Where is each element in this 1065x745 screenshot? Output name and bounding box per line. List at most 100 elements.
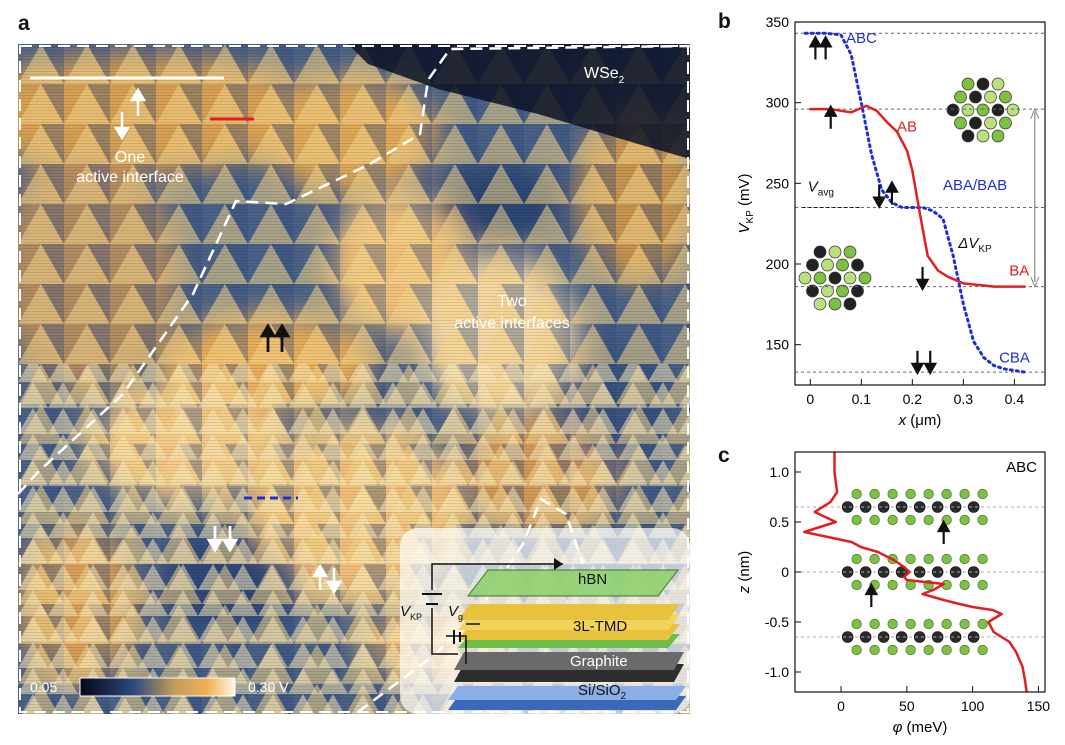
arrow-aba-down bbox=[872, 184, 887, 209]
ytick-label-b-3: 300 bbox=[766, 95, 790, 111]
lattice-atom bbox=[798, 271, 812, 285]
lattice-atom bbox=[851, 258, 864, 272]
layer-chalcogen-atom bbox=[977, 553, 988, 565]
vg-label: Vg bbox=[448, 603, 463, 622]
ytick-label-c-1: -0.5 bbox=[765, 614, 789, 630]
layer-chalcogen-atom bbox=[923, 553, 934, 565]
layer-chalcogen-atom bbox=[923, 488, 934, 500]
arrow-c-upper bbox=[936, 519, 951, 544]
layer-chalcogen-atom bbox=[851, 644, 862, 656]
ytick-label-b-2: 250 bbox=[766, 175, 790, 191]
arrow-ab bbox=[823, 104, 838, 129]
layer-chalcogen-atom bbox=[959, 644, 970, 656]
layer-chalcogen-atom bbox=[851, 514, 862, 526]
lattice-atom bbox=[946, 103, 960, 117]
lattice-atom bbox=[813, 297, 827, 311]
one-interface-line2: active interface bbox=[76, 169, 184, 186]
lattice-atom bbox=[991, 129, 1005, 143]
layer-chalcogen-atom bbox=[869, 514, 880, 526]
colorbar-min: 0.05 bbox=[30, 679, 57, 695]
graphite-label: Graphite bbox=[570, 653, 628, 670]
colorbar bbox=[79, 677, 236, 697]
layer-metal-atom bbox=[841, 631, 854, 643]
layer-metal-atom bbox=[949, 501, 962, 513]
layer-chalcogen-atom bbox=[941, 488, 952, 500]
lattice-atom bbox=[821, 284, 834, 298]
arrow-ba bbox=[915, 266, 930, 292]
lattice-atom bbox=[836, 258, 849, 272]
lattice-atom bbox=[984, 90, 997, 104]
series-b-0 bbox=[803, 31, 1027, 374]
arrow-c-lower bbox=[864, 582, 879, 607]
layer-chalcogen-atom bbox=[905, 514, 916, 526]
si-label: Si/SiO2 bbox=[578, 682, 627, 702]
arrow-aba-up bbox=[885, 180, 899, 205]
layer-chalcogen-atom bbox=[959, 618, 970, 630]
lattice-atom bbox=[843, 297, 857, 311]
xtick-label-b-4: 0.4 bbox=[1005, 391, 1025, 407]
tmd-label: 3L-TMD bbox=[573, 618, 627, 635]
layer-metal-atom bbox=[913, 566, 926, 578]
layer-metal-atom bbox=[877, 631, 890, 643]
two-interfaces-line2: active interfaces bbox=[454, 315, 570, 332]
lattice-atom bbox=[828, 297, 842, 311]
device-stack-inset: hBN 3L-TMD Graphite Si/SiO2 VKP Vg bbox=[400, 528, 690, 714]
lattice-atom bbox=[976, 129, 990, 143]
layer-chalcogen-atom bbox=[905, 553, 916, 565]
panel-b-structure-bottom bbox=[798, 245, 872, 311]
lattice-atom bbox=[961, 129, 975, 143]
layer-metal-atom bbox=[931, 501, 944, 513]
layer-chalcogen-atom bbox=[959, 514, 970, 526]
up-up-arrows bbox=[259, 323, 291, 352]
layer-metal-atom bbox=[967, 631, 980, 643]
ylabel-b: VKP (mV) bbox=[736, 173, 756, 233]
xtick-label-c-2: 100 bbox=[961, 698, 985, 714]
colorbar-max: 0.30 V bbox=[248, 679, 289, 695]
xtick-label-b-1: 0.1 bbox=[852, 391, 872, 407]
layer-chalcogen-atom bbox=[977, 644, 988, 656]
series-c-0 bbox=[802, 452, 1028, 693]
layer-metal-atom bbox=[967, 566, 980, 578]
lattice-atom bbox=[976, 103, 990, 117]
ytick-label-c-0: -1.0 bbox=[765, 664, 789, 680]
xtick-label-b-3: 0.3 bbox=[954, 391, 974, 407]
layer-chalcogen-atom bbox=[869, 644, 880, 656]
layer-chalcogen-atom bbox=[941, 618, 952, 630]
layer-metal-atom bbox=[913, 501, 926, 513]
lattice-atom bbox=[999, 116, 1012, 130]
xtick-label-b-0: 0 bbox=[806, 391, 814, 407]
lattice-atom bbox=[806, 284, 819, 298]
annotation-b-5: Vavg bbox=[808, 178, 834, 198]
layer-metal-atom bbox=[895, 631, 908, 643]
xlabel-b: x (μm) bbox=[898, 412, 942, 429]
up-down-arrows-two bbox=[311, 563, 343, 595]
vkp-label: VKP bbox=[400, 603, 422, 622]
layer-chalcogen-atom bbox=[941, 553, 952, 565]
lattice-atom bbox=[828, 245, 842, 259]
layer-chalcogen-atom bbox=[977, 514, 988, 526]
ytick-label-c-2: 0 bbox=[781, 564, 789, 580]
annotation-b-0: ABC bbox=[846, 30, 877, 47]
chart-c: 0 50 100 150 -1.0 -0.5 0 0.5 1.0 ABC φ (meV) z (nm) bbox=[736, 451, 1050, 736]
layer-chalcogen-atom bbox=[851, 579, 862, 591]
plot-frame-b bbox=[794, 21, 1046, 386]
xtick-label-c-1: 50 bbox=[899, 698, 915, 714]
layer-metal-atom bbox=[913, 631, 926, 643]
layer-metal-atom bbox=[859, 566, 872, 578]
delta-vkp-arrows bbox=[1030, 107, 1040, 288]
layer-chalcogen-atom bbox=[941, 644, 952, 656]
layer-metal-atom bbox=[859, 631, 872, 643]
lattice-atom bbox=[806, 258, 819, 272]
layer-metal-atom bbox=[841, 566, 854, 578]
ytick-label-c-4: 1.0 bbox=[770, 464, 790, 480]
layer-chalcogen-atom bbox=[887, 488, 898, 500]
layer-chalcogen-atom bbox=[869, 488, 880, 500]
lattice-atom bbox=[813, 271, 827, 285]
layer-chalcogen-atom bbox=[923, 514, 934, 526]
ytick-label-b-1: 200 bbox=[766, 256, 790, 272]
lattice-atom bbox=[843, 271, 857, 285]
lattice-atom bbox=[991, 103, 1005, 117]
layer-metal-atom bbox=[931, 631, 944, 643]
layer-metal-atom bbox=[841, 501, 854, 513]
layer-metal-atom bbox=[931, 566, 944, 578]
